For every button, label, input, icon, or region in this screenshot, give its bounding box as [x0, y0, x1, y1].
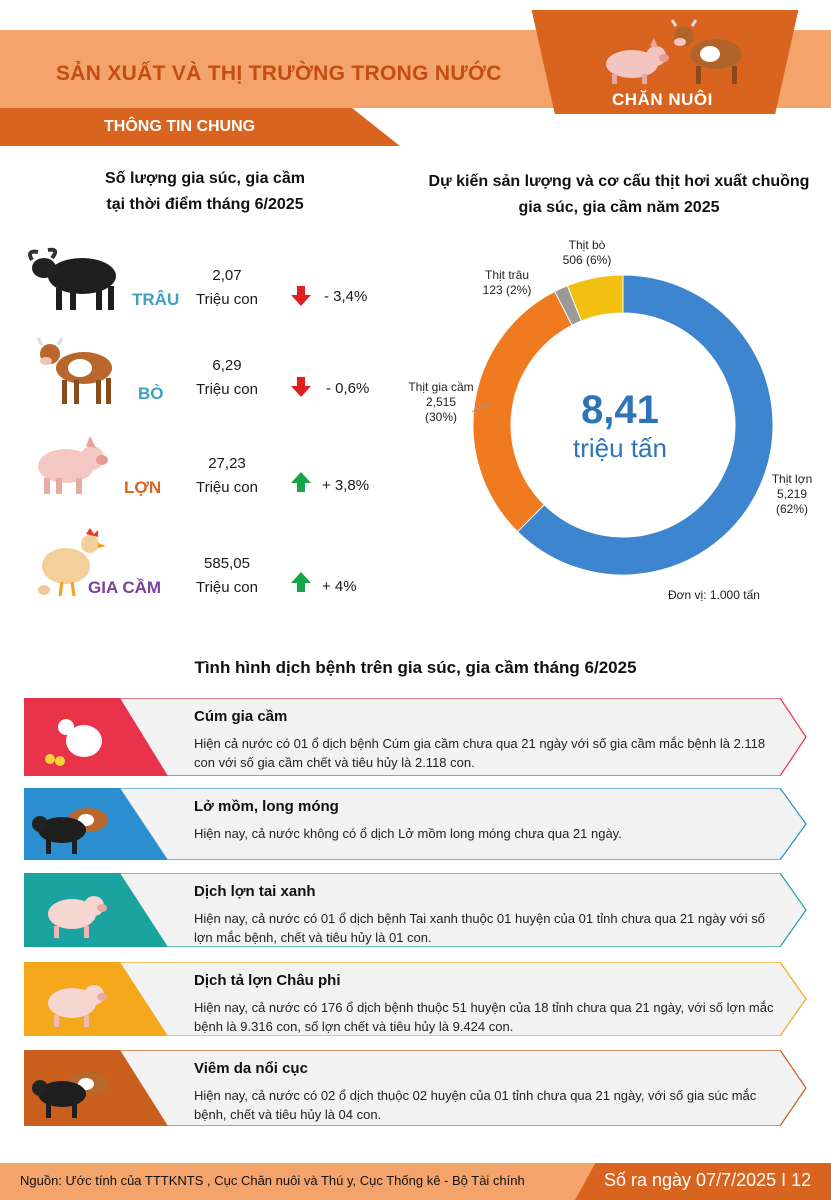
section-band — [0, 108, 400, 146]
disease-card-shape — [24, 698, 807, 776]
pig-cow-icon — [606, 19, 742, 84]
chart-total-unit: triệu tấn — [573, 433, 667, 463]
arrow-down-icon — [291, 377, 311, 397]
herd-number: 2,07 — [212, 267, 242, 284]
arrow-up-icon — [291, 572, 311, 592]
herd-change-buffalo: - 3,4% — [324, 288, 368, 305]
disease-card-shape — [24, 962, 807, 1036]
herd-unit: Triệu con — [196, 291, 258, 308]
chart-unit-note: Đơn vị: 1.000 tấn — [668, 588, 760, 602]
buffalo-cow-icon — [32, 1072, 108, 1118]
disease-card: Cúm gia cầm Hiện cả nước có 01 ổ dịch bện… — [0, 698, 831, 776]
herd-value-poultry: 585,05 Triệu con — [182, 552, 272, 600]
slice-pct: (30%) — [424, 410, 457, 424]
footer-issue-band — [575, 1163, 831, 1200]
herd-title-line1: Số lượng gia súc, gia cầm — [105, 170, 305, 187]
disease-card-text: Hiện nay, cả nước có 01 ổ dịch bệnh Tai … — [194, 911, 765, 945]
buffalo-icon — [28, 247, 116, 310]
page-title: SẢN XUẤT VÀ THỊ TRƯỜNG TRONG NƯỚC — [56, 62, 502, 85]
herd-unit: Triệu con — [196, 579, 258, 596]
pig-icon — [48, 896, 107, 938]
pig-icon — [38, 436, 108, 494]
herd-number: 585,05 — [204, 555, 250, 572]
category-tab — [531, 10, 799, 114]
slice-label-poultry: Thịt gia cầm 2,515 (30%) — [408, 380, 474, 425]
slice-label-buffalo: Thịt trâu 123 (2%) — [472, 268, 542, 298]
disease-card-title: Cúm gia cầm — [194, 708, 288, 725]
slice-name: Thịt trâu — [484, 268, 529, 282]
herd-change-cow: - 0,6% — [326, 380, 370, 397]
herd-value-buffalo: 2,07 Triệu con — [182, 264, 272, 312]
disease-card-title: Viêm da nổi cục — [194, 1060, 308, 1077]
section-label: THÔNG TIN CHUNG — [104, 118, 256, 135]
disease-card-text: Hiện cả nước có 01 ổ dịch bệnh Cúm gia c… — [194, 736, 766, 770]
chart-title: Dự kiến sản lượng và cơ cấu thịt hơi xuấ… — [428, 173, 810, 216]
herd-number: 6,29 — [212, 357, 242, 374]
herd-name-cow: BÒ — [138, 384, 164, 403]
buffalo-cow-icon — [32, 808, 108, 854]
arrow-down-icon — [291, 286, 311, 306]
herd-unit: Triệu con — [196, 479, 258, 496]
disease-card-shape — [24, 788, 807, 860]
donut-slice-3 — [566, 274, 624, 322]
disease-card-shape — [24, 873, 807, 947]
category-label: CHĂN NUÔI — [612, 90, 713, 109]
disease-card: Dịch lợn tai xanh Hiện nay, cả nước có 01… — [0, 873, 831, 947]
chicken-icon — [38, 528, 106, 597]
donut-chart — [471, 274, 774, 576]
slice-label-beef: Thịt bò 506 (6%) — [552, 238, 622, 268]
slice-value: 2,515 — [425, 395, 457, 409]
footer-issue: Số ra ngày 07/7/2025 I 12 — [604, 1170, 812, 1190]
footer-source: Nguồn: Ước tính của TTTKNTS , Cục Chăn n… — [20, 1173, 525, 1188]
slice-label-pork: Thịt lợn 5,219 (62%) — [760, 472, 824, 517]
chart-total-value: 8,41 — [581, 388, 659, 432]
herd-change-poultry: + 4% — [322, 578, 357, 595]
slice-value: 5,219 — [776, 487, 808, 501]
disease-card-title: Dịch lợn tai xanh — [194, 883, 316, 900]
arrow-up-icon — [291, 472, 311, 492]
herd-title: Số lượng gia súc, gia cầm tại thời điểm … — [30, 166, 380, 218]
herd-name-poultry: GIA CẦM — [88, 578, 162, 597]
leader-line — [471, 403, 493, 413]
disease-card-shape — [24, 1050, 807, 1126]
disease-card-text: Hiện nay, cả nước không có ổ dịch Lở mồm… — [194, 826, 622, 841]
disease-card-text: Hiện nay, cả nước có 176 ổ dịch bệnh thu… — [194, 1000, 774, 1034]
chicken-icon — [45, 712, 102, 766]
slice-value: 123 (2%) — [482, 283, 532, 297]
cow-icon — [36, 337, 112, 404]
slice-name: Thịt bò — [568, 238, 606, 252]
disease-title: Tình hình dịch bệnh trên gia súc, gia cầ… — [194, 658, 637, 677]
disease-card-title: Lở mồm, long móng — [194, 798, 339, 815]
herd-value-cow: 6,29 Triệu con — [182, 354, 272, 402]
herd-change-pig: + 3,8% — [322, 477, 370, 494]
herd-name-pig: LỢN — [124, 478, 162, 497]
donut-slice-0 — [516, 274, 774, 576]
chart-center: 8,41 triệu tấn — [520, 388, 720, 464]
herd-number: 27,23 — [208, 455, 246, 472]
pig-icon — [48, 985, 107, 1027]
herd-unit: Triệu con — [196, 381, 258, 398]
slice-value: 506 (6%) — [562, 253, 612, 267]
slice-name: Thịt gia cầm — [408, 380, 474, 394]
disease-card: Viêm da nổi cục Hiện nay, cả nước có 02 ổ… — [0, 1050, 831, 1126]
disease-card: Lở mồm, long móng Hiện nay, cả nước không… — [0, 788, 831, 860]
herd-name-buffalo: TRÂU — [132, 290, 180, 309]
slice-name: Thịt lợn — [771, 472, 813, 486]
disease-card: Dịch tả lợn Châu phi Hiện nay, cả nước có… — [0, 962, 831, 1036]
herd-value-pig: 27,23 Triệu con — [182, 452, 272, 500]
disease-card-text: Hiện nay, cả nước có 02 ổ dịch thuộc 02 … — [194, 1088, 757, 1122]
slice-pct: (62%) — [775, 502, 808, 516]
disease-card-title: Dịch tả lợn Châu phi — [194, 972, 341, 989]
herd-title-line2: tại thời điểm tháng 6/2025 — [106, 196, 304, 213]
